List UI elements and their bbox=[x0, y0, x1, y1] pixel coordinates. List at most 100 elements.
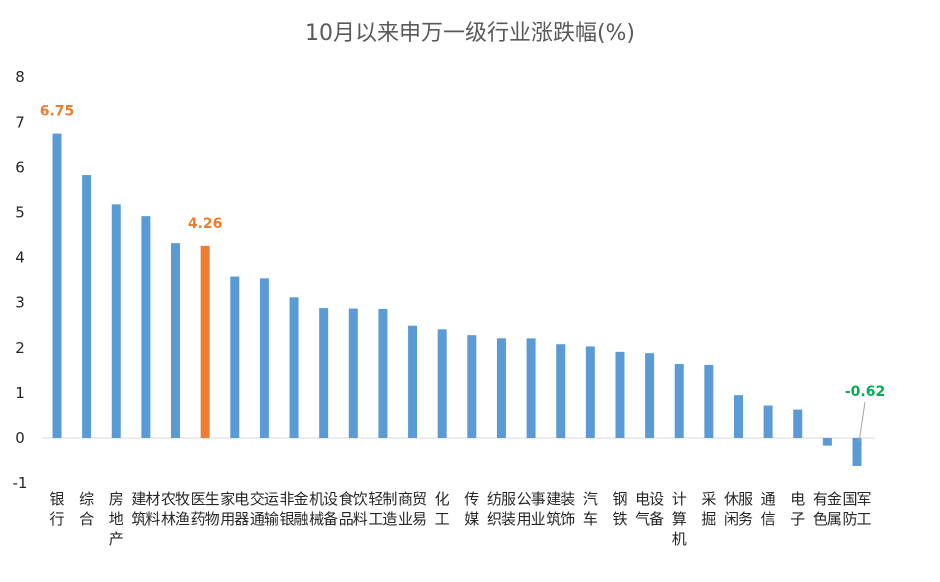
x-tick-label: 传媒 bbox=[464, 490, 479, 528]
x-tick-char: 装 bbox=[560, 490, 575, 508]
x-tick-char: 生 bbox=[205, 490, 220, 508]
bar-26 bbox=[822, 438, 832, 446]
x-tick-char: 电 bbox=[635, 490, 650, 508]
x-tick-char: 子 bbox=[790, 510, 805, 528]
x-tick-label: 采掘 bbox=[701, 490, 716, 528]
x-tick-char: 行 bbox=[49, 510, 64, 528]
bar-21 bbox=[674, 364, 684, 438]
bar-20 bbox=[645, 353, 655, 438]
bar-17 bbox=[556, 344, 566, 438]
bar-3 bbox=[141, 216, 151, 438]
bar-27 bbox=[852, 438, 862, 466]
x-tick-char: 装 bbox=[501, 510, 516, 528]
x-tick-char: 汽 bbox=[583, 490, 598, 508]
x-tick-char: 运 bbox=[264, 490, 279, 508]
x-tick-label: 汽车 bbox=[583, 490, 598, 528]
bar-24 bbox=[763, 405, 773, 438]
x-tick-char: 家 bbox=[220, 490, 235, 508]
x-tick-char: 用 bbox=[517, 510, 532, 528]
x-tick-char: 材 bbox=[145, 490, 160, 508]
y-tick-label: 8 bbox=[15, 68, 25, 86]
x-tick-char: 设 bbox=[323, 490, 338, 508]
x-tick-char: 品 bbox=[339, 510, 354, 528]
x-tick-char: 交 bbox=[250, 490, 265, 508]
x-tick-char: 食 bbox=[339, 490, 354, 508]
y-tick-label: 6 bbox=[15, 158, 25, 176]
x-tick-char: 电 bbox=[234, 490, 249, 508]
x-tick-char: 气 bbox=[635, 510, 650, 528]
x-tick-char: 贸 bbox=[412, 490, 427, 508]
x-tick-char: 银 bbox=[49, 490, 64, 508]
x-tick-char: 传 bbox=[464, 490, 479, 508]
x-tick-char: 信 bbox=[761, 510, 776, 528]
x-tick-char: 建 bbox=[131, 490, 146, 508]
x-tick-char: 计 bbox=[672, 490, 687, 508]
x-tick-char: 金 bbox=[294, 490, 309, 508]
data-label-5: 4.26 bbox=[188, 216, 223, 232]
x-tick-char: 输 bbox=[264, 510, 279, 528]
x-tick-char: 掘 bbox=[701, 510, 716, 528]
x-tick-char: 媒 bbox=[464, 510, 479, 528]
x-tick-char: 业 bbox=[531, 510, 546, 528]
bar-14 bbox=[467, 335, 477, 438]
bar-22 bbox=[704, 364, 714, 438]
x-tick-char: 纺 bbox=[487, 490, 502, 508]
x-tick-char: 轻 bbox=[368, 490, 383, 508]
y-tick-label: 5 bbox=[15, 204, 25, 222]
x-tick-label: 钢铁 bbox=[612, 490, 627, 528]
x-tick-char: 车 bbox=[583, 510, 598, 528]
x-tick-char: 产 bbox=[109, 530, 124, 548]
data-labels: 6.75 4.26 -0.62 bbox=[40, 104, 885, 443]
x-tick-label: 计算机 bbox=[672, 490, 687, 548]
x-tick-char: 牧 bbox=[175, 490, 190, 508]
x-tick-char: 筑 bbox=[546, 510, 561, 528]
x-tick-char: 工 bbox=[368, 510, 383, 528]
x-tick-char: 料 bbox=[145, 510, 160, 528]
x-tick-char: 商 bbox=[398, 490, 413, 508]
x-tick-label: 银行 bbox=[49, 490, 64, 528]
y-tick-label: 0 bbox=[15, 429, 25, 447]
bar-25 bbox=[793, 409, 803, 438]
x-tick-char: 合 bbox=[79, 510, 94, 528]
bar-2 bbox=[111, 204, 121, 438]
x-tick-char: 算 bbox=[672, 510, 687, 528]
y-tick-label: 3 bbox=[15, 294, 25, 312]
y-tick-label: 4 bbox=[15, 249, 25, 267]
x-tick-char: 渔 bbox=[175, 510, 190, 528]
bar-16 bbox=[526, 338, 536, 438]
bar-19 bbox=[615, 351, 625, 438]
bar-7 bbox=[259, 278, 269, 438]
x-axis-labels: 银行综合房地产建筑材料农林牧渔医药生物家用电器交通运输非银金融机械设备食品饮料轻… bbox=[49, 490, 871, 548]
bar-23 bbox=[733, 395, 743, 438]
x-tick-char: 国 bbox=[843, 490, 858, 508]
x-tick-char: 药 bbox=[191, 510, 206, 528]
data-label-27: -0.62 bbox=[845, 384, 885, 400]
x-tick-char: 易 bbox=[412, 510, 427, 528]
x-tick-char: 有 bbox=[813, 490, 828, 508]
x-tick-label: 通信 bbox=[761, 490, 776, 528]
bar-8 bbox=[289, 297, 299, 438]
x-tick-char: 采 bbox=[701, 490, 716, 508]
x-tick-char: 用 bbox=[220, 510, 235, 528]
y-axis: -1 0 1 2 3 4 5 6 7 8 bbox=[13, 68, 28, 492]
chart-title: 10月以来申万一级行业涨跌幅(%) bbox=[305, 21, 635, 46]
bar-12 bbox=[408, 325, 418, 438]
x-tick-char: 事 bbox=[531, 490, 546, 508]
x-tick-char: 融 bbox=[294, 510, 309, 528]
x-tick-char: 军 bbox=[857, 490, 872, 508]
x-tick-char: 公 bbox=[517, 490, 532, 508]
x-tick-char: 器 bbox=[234, 510, 249, 528]
x-tick-char: 织 bbox=[487, 510, 502, 528]
